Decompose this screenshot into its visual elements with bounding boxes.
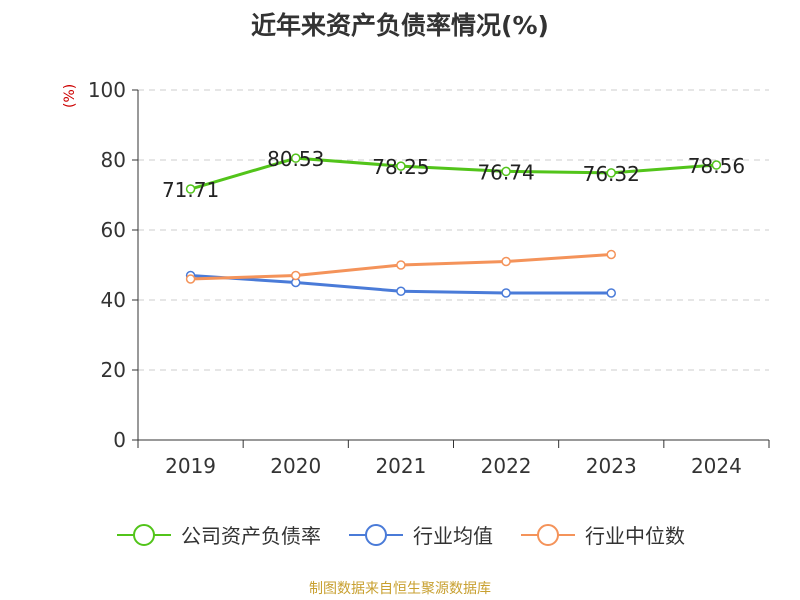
y-tick-label: 40 [101, 288, 126, 312]
legend-swatch [521, 523, 575, 546]
legend: 公司资产负债率 行业均值 行业中位数 [0, 520, 800, 549]
x-tick-label: 2023 [586, 454, 637, 478]
data-label: 78.56 [688, 154, 745, 178]
data-point [501, 288, 511, 298]
data-label: 78.25 [372, 155, 429, 179]
data-point [185, 274, 196, 284]
chart-title: 近年来资产负债率情况(%) [251, 11, 549, 40]
series-line-0 [190, 156, 717, 191]
data-label: 76.74 [477, 160, 534, 184]
data-point [606, 288, 616, 298]
y-tick-label: 20 [101, 358, 126, 382]
data-label: 80.53 [267, 147, 324, 171]
y-tick-label: 100 [88, 78, 126, 102]
data-point [501, 256, 511, 267]
data-point [606, 168, 616, 178]
x-tick-label: 2020 [270, 454, 321, 478]
data-point [396, 286, 406, 296]
data-point [185, 184, 196, 194]
data-point [291, 153, 301, 163]
legend-item: 行业均值 [347, 520, 493, 549]
legend-label: 行业中位数 [585, 524, 685, 548]
data-point [291, 270, 301, 281]
data-label: 71.71 [162, 178, 219, 202]
data-point [606, 249, 616, 260]
x-tick-label: 2019 [165, 454, 216, 478]
legend-item: 公司资产负债率 [115, 520, 321, 549]
legend-swatch [349, 523, 403, 546]
legend-swatch [117, 523, 171, 546]
legend-item: 行业中位数 [519, 520, 685, 549]
data-point [396, 260, 406, 270]
x-tick-label: 2022 [481, 454, 532, 478]
data-point [501, 166, 511, 177]
data-point [396, 161, 406, 171]
y-tick-label: 60 [101, 218, 126, 242]
x-tick-label: 2024 [691, 454, 742, 478]
legend-label: 行业均值 [413, 524, 493, 548]
source-note: 制图数据来自恒生聚源数据库 [309, 581, 491, 597]
data-label: 76.32 [583, 162, 640, 186]
y-tick-label: 0 [113, 428, 126, 452]
x-tick-label: 2021 [375, 454, 426, 478]
data-point [711, 160, 722, 170]
y-tick-label: 80 [101, 148, 126, 172]
legend-label: 公司资产负债率 [181, 524, 321, 548]
